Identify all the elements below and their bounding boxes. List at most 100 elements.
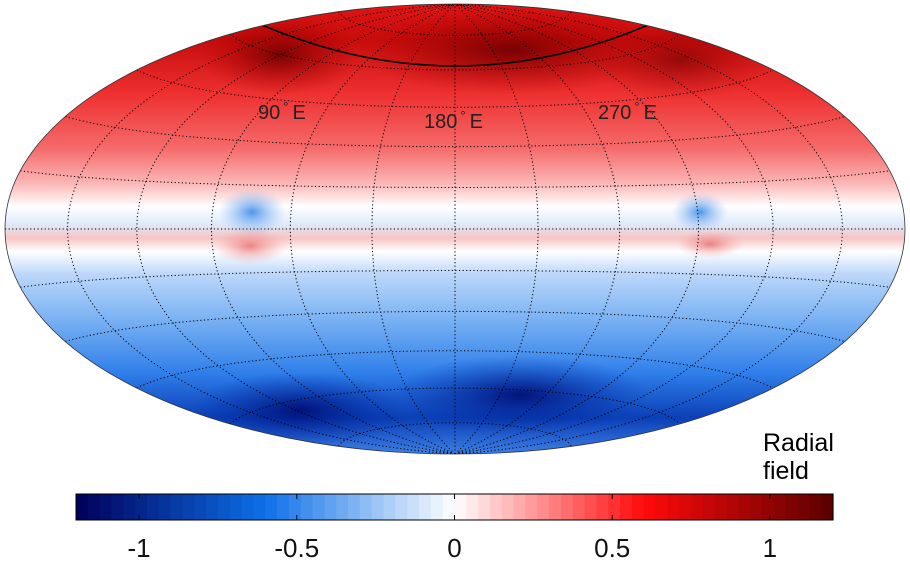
colorbar-cells [76,494,834,520]
colorbar-cell [206,494,219,520]
colorbar-cell [241,494,255,520]
parallel-line [20,170,890,188]
colorbar-cell [454,494,467,520]
equatorial-red-spot-left [212,228,288,264]
colorbar-cell [702,494,716,520]
colorbar-cell [773,494,787,520]
colorbar-cell [170,494,184,520]
lon180-deg-symbol: ° [460,108,465,123]
colorbar-label-line2: field [763,457,809,485]
colorbar-cell [253,494,266,520]
colorbar-cell [620,494,633,520]
parallel-line [20,270,890,288]
colorbar-cell [489,494,503,520]
colorbar-ticks: -1 -0.5 0 0.5 1 [128,494,777,563]
colorbar-cell [194,494,207,520]
colorbar-cell [87,494,101,520]
parallel-line [338,422,572,447]
colorbar-cell [525,494,538,520]
colorbar-cell [785,494,799,520]
colorbar-cell [466,494,479,520]
colorbar-cell [738,494,751,520]
colorbar-cell [99,494,113,520]
parallel-line [229,33,681,71]
meridian-line [454,4,843,454]
longitude-label-180e: 180 ° E [424,108,483,133]
equatorial-red-spot-right [676,230,744,258]
tangent-cylinder-arc [254,21,656,67]
colorbar-cell [750,494,763,520]
colorbar-cell [407,494,420,520]
map-outline [4,3,906,455]
colorbar-cell [691,494,704,520]
colorbar-cell [395,494,408,520]
south-dark-patch-left [190,372,410,448]
colorbar-cell [383,494,396,520]
south-dark-patch-center [390,355,650,435]
colorbar-cell [300,494,314,520]
parallel-line [338,11,572,36]
colorbar-cell [359,494,373,520]
equatorial-blue-spot-right [672,192,728,232]
colorbar-tick-label: -1 [128,533,151,563]
colorbar-cell [501,494,515,520]
colorbar-cell [182,494,195,520]
colorbar-cell [655,494,669,520]
colorbar-cell [679,494,692,520]
colorbar-cell [513,494,527,520]
colorbar-cell [549,494,562,520]
parallel-line [229,387,681,425]
colorbar: -1 -0.5 0 0.5 1 [75,493,834,563]
colorbar-cell [324,494,337,520]
colorbar-cell [288,494,302,520]
lon270-deg-symbol: ° [634,99,639,114]
lon270-deg: 270 [598,102,631,124]
longitude-label-270e: 270 ° E [598,99,657,124]
longitude-label-90e: 90 ° E [258,99,306,124]
colorbar-cell [478,494,491,520]
colorbar-cell [631,494,645,520]
lon270-suffix: E [644,102,657,124]
colorbar-cell [76,494,89,520]
colorbar-cell [821,494,834,520]
lon180-deg: 180 [424,111,457,133]
hammer-map [5,4,905,454]
lon90-deg: 90 [258,102,280,124]
colorbar-cell [336,494,349,520]
colorbar-cell [762,494,775,520]
north-dark-patch-center [360,5,660,95]
colorbar-cell [726,494,739,520]
colorbar-cell [797,494,810,520]
graticule-gridlines [5,4,905,454]
lon90-suffix: E [292,102,305,124]
colorbar-cell [348,494,361,520]
colorbar-cell [217,494,231,520]
colorbar-tick-label: 1 [763,533,777,563]
equatorial-blue-spot-left [218,188,286,236]
meridian-line [454,4,621,454]
colorbar-cell [312,494,325,520]
colorbar-cell [572,494,586,520]
colorbar-cell [643,494,657,520]
colorbar-cell [146,494,160,520]
parallel-line [65,310,845,342]
colorbar-cell [809,494,822,520]
colorbar-cell [714,494,728,520]
parallel-line [65,116,845,148]
colorbar-cell [560,494,574,520]
colorbar-cell [135,494,148,520]
colorbar-cell [229,494,243,520]
lon180-suffix: E [470,111,483,133]
colorbar-cell [667,494,680,520]
colorbar-tick-label: 0.5 [594,533,630,563]
colorbar-cell [442,494,456,520]
meridian-line [67,4,456,454]
lon90-deg-symbol: ° [283,99,288,114]
colorbar-cell [111,494,124,520]
colorbar-cell [371,494,385,520]
colorbar-cell [430,494,444,520]
colorbar-cell [608,494,621,520]
colorbar-cell [277,494,290,520]
colorbar-cell [265,494,278,520]
